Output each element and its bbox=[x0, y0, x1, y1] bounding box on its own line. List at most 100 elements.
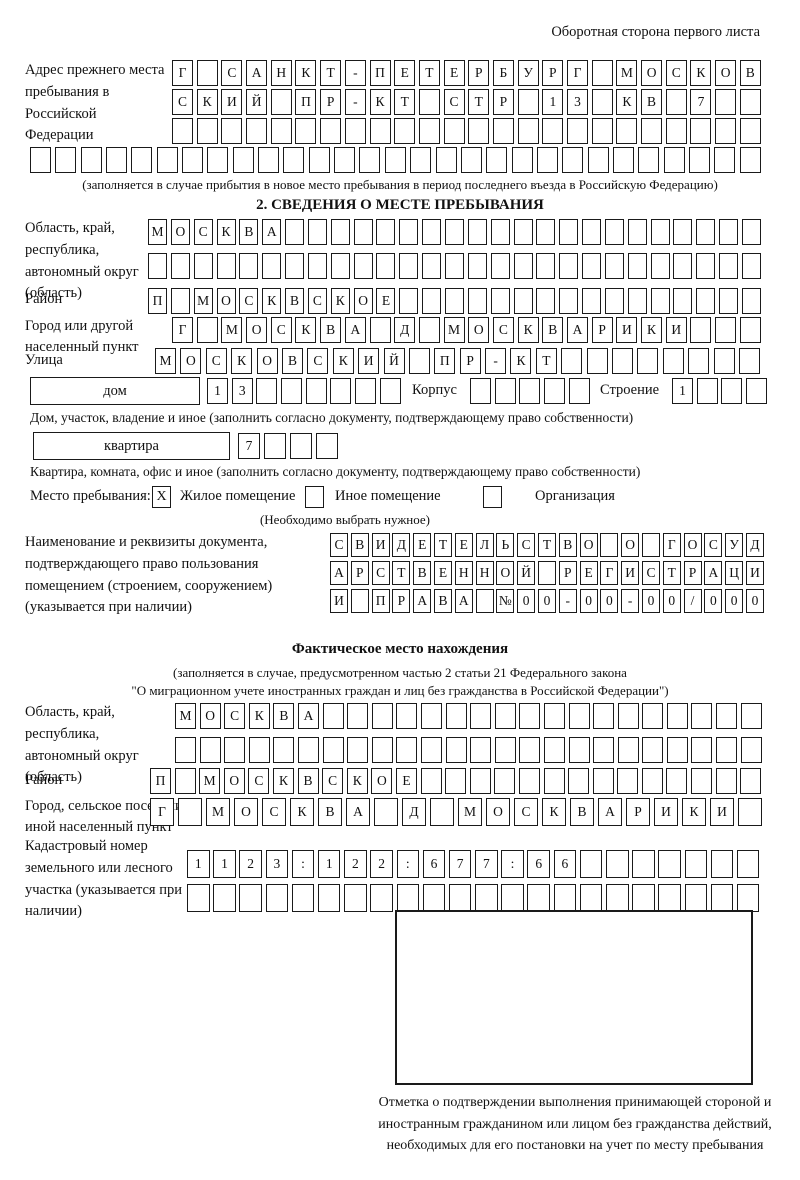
form-cell[interactable]: К bbox=[682, 798, 706, 826]
form-cell[interactable]: К bbox=[616, 89, 638, 115]
form-cell[interactable] bbox=[297, 737, 319, 763]
form-cell[interactable] bbox=[475, 884, 498, 912]
form-cell[interactable]: И bbox=[745, 561, 764, 585]
form-cell[interactable] bbox=[444, 219, 464, 245]
form-cell[interactable]: 6 bbox=[422, 850, 446, 878]
form-cell[interactable]: В bbox=[739, 60, 761, 86]
form-cell[interactable] bbox=[330, 378, 352, 404]
form-cell[interactable] bbox=[399, 219, 419, 245]
form-cell[interactable] bbox=[627, 288, 647, 314]
form-cell[interactable] bbox=[536, 253, 556, 279]
form-cell[interactable] bbox=[475, 589, 494, 613]
form-cell[interactable] bbox=[494, 768, 516, 794]
form-cell[interactable]: Е bbox=[454, 533, 473, 557]
form-cell[interactable] bbox=[688, 348, 710, 374]
form-cell[interactable]: М bbox=[443, 317, 465, 343]
form-cell[interactable]: Т bbox=[320, 60, 342, 86]
form-cell[interactable]: У bbox=[517, 60, 539, 86]
form-cell[interactable] bbox=[494, 378, 516, 404]
form-cell[interactable] bbox=[536, 219, 556, 245]
form-cell[interactable]: В bbox=[570, 798, 594, 826]
form-cell[interactable] bbox=[316, 433, 338, 459]
form-cell[interactable] bbox=[224, 737, 246, 763]
form-cell[interactable]: В bbox=[413, 561, 432, 585]
form-cell[interactable]: И bbox=[654, 798, 678, 826]
form-cell[interactable]: У bbox=[725, 533, 744, 557]
form-cell[interactable]: К bbox=[295, 60, 317, 86]
form-cell[interactable]: В bbox=[542, 317, 564, 343]
form-cell[interactable] bbox=[666, 737, 688, 763]
form-cell[interactable]: : bbox=[291, 850, 315, 878]
form-cell[interactable] bbox=[586, 348, 608, 374]
form-cell[interactable]: Н bbox=[475, 561, 494, 585]
form-cell[interactable]: - bbox=[558, 589, 577, 613]
form-cell[interactable]: П bbox=[369, 60, 391, 86]
form-cell[interactable]: - bbox=[344, 60, 366, 86]
form-cell[interactable] bbox=[80, 147, 102, 173]
form-cell[interactable]: 0 bbox=[517, 589, 536, 613]
form-cell[interactable] bbox=[196, 118, 218, 144]
form-cell[interactable]: В bbox=[273, 703, 295, 729]
form-cell[interactable]: С bbox=[517, 533, 536, 557]
form-cell[interactable] bbox=[305, 378, 327, 404]
form-cell[interactable]: И bbox=[621, 561, 640, 585]
form-cell[interactable]: 0 bbox=[662, 589, 681, 613]
form-cell[interactable] bbox=[232, 147, 254, 173]
form-cell[interactable] bbox=[106, 147, 128, 173]
form-cell[interactable]: Р bbox=[683, 561, 702, 585]
form-cell[interactable]: : bbox=[396, 850, 419, 878]
form-cell[interactable]: Т bbox=[418, 60, 440, 86]
form-cell[interactable]: Е bbox=[579, 561, 598, 585]
form-cell[interactable] bbox=[738, 348, 760, 374]
form-cell[interactable] bbox=[182, 147, 204, 173]
form-cell[interactable]: Д bbox=[402, 798, 426, 826]
form-cell[interactable]: О bbox=[621, 533, 640, 557]
form-cell[interactable]: В bbox=[285, 288, 305, 314]
form-cell[interactable] bbox=[582, 288, 602, 314]
form-cell[interactable] bbox=[567, 118, 588, 144]
form-cell[interactable] bbox=[665, 118, 687, 144]
form-cell[interactable] bbox=[196, 60, 218, 86]
form-cell[interactable]: С bbox=[193, 219, 213, 245]
form-cell[interactable]: 0 bbox=[725, 589, 744, 613]
form-cell[interactable] bbox=[642, 737, 664, 763]
form-cell[interactable] bbox=[370, 884, 393, 912]
form-cell[interactable]: О bbox=[683, 533, 702, 557]
form-cell[interactable]: Р bbox=[459, 348, 481, 374]
form-cell[interactable] bbox=[30, 147, 51, 173]
form-cell[interactable] bbox=[518, 768, 540, 794]
form-cell[interactable] bbox=[690, 118, 712, 144]
form-cell[interactable]: 7 bbox=[238, 433, 260, 459]
form-cell[interactable]: В bbox=[350, 533, 369, 557]
form-cell[interactable] bbox=[285, 253, 305, 279]
form-cell[interactable]: И bbox=[358, 348, 380, 374]
form-cell[interactable]: Е bbox=[443, 60, 465, 86]
form-cell[interactable] bbox=[221, 118, 243, 144]
form-cell[interactable]: К bbox=[290, 798, 314, 826]
apartment-box[interactable]: квартира bbox=[33, 432, 230, 460]
form-cell[interactable]: С bbox=[322, 768, 344, 794]
form-cell[interactable] bbox=[719, 288, 739, 314]
form-cell[interactable]: 0 bbox=[600, 589, 619, 613]
form-cell[interactable] bbox=[691, 703, 713, 729]
form-cell[interactable] bbox=[592, 768, 614, 794]
form-cell[interactable]: В bbox=[239, 219, 259, 245]
form-cell[interactable] bbox=[542, 118, 564, 144]
form-cell[interactable] bbox=[650, 253, 670, 279]
form-cell[interactable] bbox=[317, 884, 341, 912]
form-cell[interactable]: К bbox=[295, 317, 317, 343]
form-cell[interactable] bbox=[420, 703, 442, 729]
form-cell[interactable] bbox=[612, 348, 634, 374]
form-cell[interactable] bbox=[696, 219, 716, 245]
form-cell[interactable] bbox=[283, 147, 305, 173]
form-cell[interactable] bbox=[399, 253, 419, 279]
form-cell[interactable]: К bbox=[690, 60, 712, 86]
form-cell[interactable]: Т bbox=[392, 561, 411, 585]
form-cell[interactable] bbox=[673, 219, 693, 245]
form-cell[interactable] bbox=[593, 737, 615, 763]
form-cell[interactable] bbox=[371, 703, 393, 729]
form-cell[interactable]: Т bbox=[468, 89, 490, 115]
form-cell[interactable] bbox=[486, 147, 508, 173]
form-cell[interactable] bbox=[719, 253, 739, 279]
form-cell[interactable] bbox=[445, 737, 467, 763]
